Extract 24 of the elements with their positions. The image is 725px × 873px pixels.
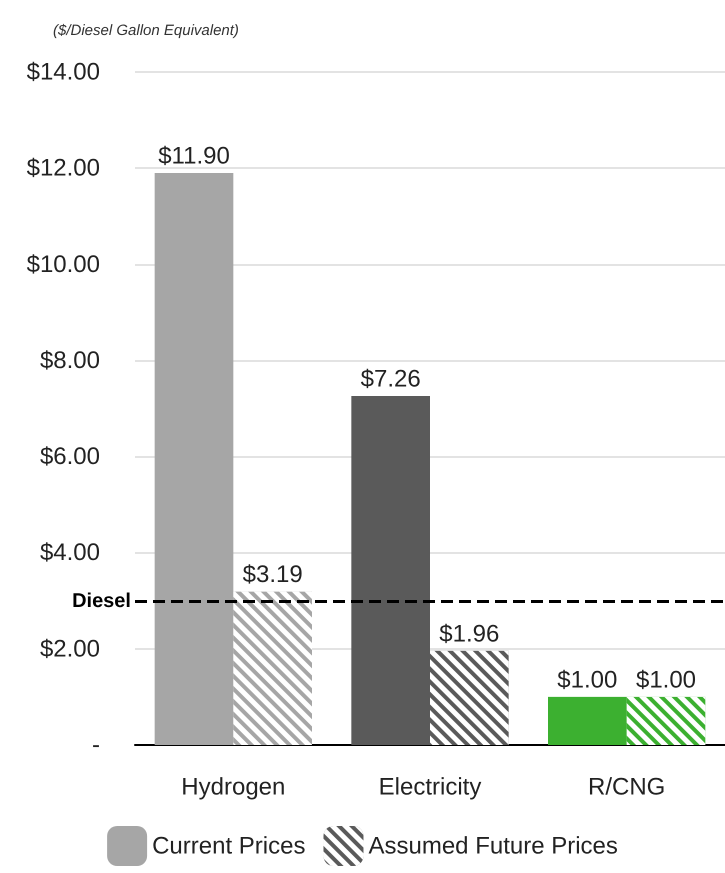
y-tick-label: $8.00: [40, 346, 100, 374]
data-label: $1.00: [636, 666, 696, 694]
y-tick-label: $14.00: [26, 58, 100, 86]
ref-line-label: Diesel: [72, 590, 131, 612]
y-tick-label: $4.00: [40, 539, 100, 566]
data-label: $11.90: [158, 142, 230, 170]
data-label: $1.96: [439, 620, 500, 648]
data-label: $1.00: [557, 666, 618, 694]
y-tick-label: $10.00: [26, 250, 100, 278]
x-tick-label: Electricity: [378, 774, 482, 800]
y-tick-label: $2.00: [40, 635, 100, 662]
data-label: $7.26: [360, 366, 421, 392]
y-tick-label: $12.00: [26, 154, 100, 182]
x-tick-label: R/CNG: [588, 774, 666, 800]
data-label: $3.19: [242, 561, 303, 588]
legend-label: Current Prices: [152, 832, 306, 860]
x-tick-label: Hydrogen: [181, 774, 286, 800]
bar: [548, 696, 627, 745]
y-tick-label: $6.00: [40, 443, 100, 470]
y-tick-label: -: [92, 732, 100, 758]
legend-label: Assumed Future Prices: [368, 832, 618, 860]
bar: [351, 396, 430, 745]
bar: [154, 172, 234, 745]
y-axis-title: ($/Diesel Gallon Equivalent): [53, 22, 239, 39]
